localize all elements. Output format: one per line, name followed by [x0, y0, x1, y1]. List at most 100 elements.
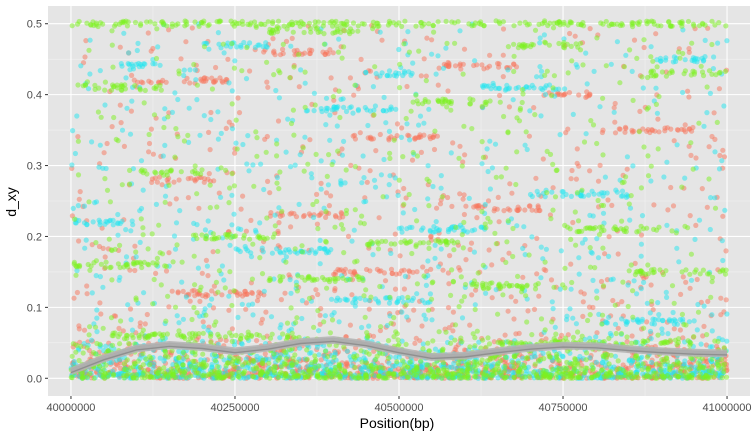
data-point [162, 106, 168, 112]
data-point [619, 22, 626, 28]
data-point [427, 367, 433, 373]
data-point [469, 292, 475, 298]
data-point [719, 238, 725, 244]
data-point [205, 273, 211, 279]
data-point [450, 140, 456, 146]
data-point [487, 52, 493, 58]
data-point [414, 269, 420, 275]
data-point [153, 55, 160, 62]
data-point [363, 373, 369, 379]
data-point [379, 70, 385, 76]
data-point [708, 195, 714, 201]
data-point [449, 19, 455, 25]
data-point [594, 140, 600, 147]
data-point [362, 314, 368, 320]
data-point [435, 53, 441, 59]
data-point [651, 321, 658, 327]
data-point [385, 355, 391, 361]
data-point [323, 214, 329, 220]
data-point [332, 224, 338, 230]
data-point [317, 237, 323, 243]
data-point [696, 374, 702, 380]
data-point [511, 375, 517, 381]
data-point [483, 366, 489, 372]
data-point [467, 344, 473, 350]
data-point [353, 299, 359, 305]
data-point [480, 154, 486, 160]
data-point [349, 292, 355, 298]
data-point [503, 259, 509, 265]
data-point [262, 351, 268, 357]
data-point [342, 180, 348, 186]
data-point [154, 370, 160, 376]
data-point [225, 56, 231, 62]
data-point [123, 227, 129, 233]
data-point [500, 292, 506, 298]
data-point [472, 306, 478, 313]
data-point [443, 329, 449, 335]
data-point [69, 353, 75, 359]
data-point [485, 168, 491, 175]
data-point [82, 54, 88, 60]
data-point [502, 354, 509, 360]
data-point [237, 248, 243, 255]
data-point [680, 335, 686, 341]
data-point [110, 217, 116, 223]
data-point [586, 192, 592, 198]
data-point [495, 85, 502, 91]
data-point [150, 301, 156, 307]
data-point [151, 361, 157, 367]
data-point [269, 27, 276, 33]
data-point [380, 365, 386, 371]
data-point [152, 21, 158, 27]
data-point [561, 19, 567, 25]
data-point [176, 320, 182, 326]
data-point [438, 185, 444, 191]
data-point [140, 80, 146, 86]
data-point [239, 301, 245, 307]
data-point [698, 63, 704, 69]
data-point [554, 356, 560, 362]
data-point [211, 178, 217, 184]
data-point [307, 50, 313, 57]
data-point [526, 133, 533, 139]
data-point [230, 358, 236, 364]
data-point [165, 114, 171, 120]
data-point [680, 50, 686, 57]
data-point [679, 311, 686, 317]
data-point [248, 254, 255, 260]
data-point [424, 268, 430, 274]
data-point [585, 317, 591, 324]
data-point [399, 125, 405, 131]
data-point [226, 293, 232, 299]
data-point [182, 368, 188, 374]
data-point [289, 22, 296, 28]
data-point [459, 163, 465, 169]
data-point [461, 219, 467, 225]
data-point [249, 276, 255, 282]
data-point [581, 139, 588, 145]
data-point [349, 238, 355, 244]
data-point [506, 104, 512, 110]
data-point [310, 201, 316, 208]
data-point [414, 281, 420, 287]
data-point [286, 272, 292, 278]
data-point [402, 273, 408, 279]
data-point [645, 262, 651, 268]
data-point [189, 316, 195, 323]
data-point [232, 58, 238, 64]
data-point [341, 104, 347, 110]
data-point [339, 152, 345, 158]
data-point [339, 55, 345, 61]
data-point [602, 174, 609, 180]
data-point [170, 369, 176, 375]
data-point [129, 327, 136, 333]
data-point [412, 206, 418, 213]
data-point [404, 83, 410, 90]
data-point [479, 62, 485, 68]
data-point [359, 324, 365, 331]
data-point [416, 122, 422, 128]
data-point [688, 251, 695, 257]
data-point [160, 153, 166, 159]
data-point [621, 64, 628, 70]
